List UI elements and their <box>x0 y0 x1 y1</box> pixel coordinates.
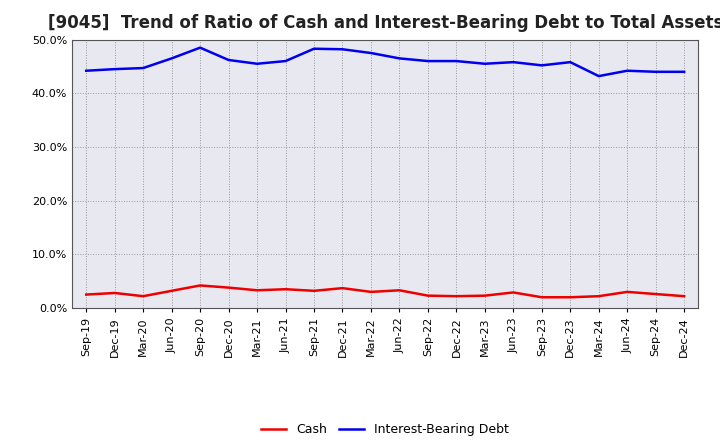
Interest-Bearing Debt <box>139 66 148 71</box>
Cash <box>652 291 660 297</box>
Interest-Bearing Debt <box>537 63 546 68</box>
Cash <box>452 293 461 299</box>
Interest-Bearing Debt <box>282 59 290 64</box>
Cash <box>167 288 176 293</box>
Interest-Bearing Debt <box>452 59 461 64</box>
Interest-Bearing Debt <box>366 50 375 55</box>
Cash <box>537 295 546 300</box>
Interest-Bearing Debt <box>509 59 518 65</box>
Cash <box>595 293 603 299</box>
Interest-Bearing Debt <box>680 69 688 74</box>
Legend: Cash, Interest-Bearing Debt: Cash, Interest-Bearing Debt <box>256 418 514 440</box>
Cash <box>623 289 631 294</box>
Interest-Bearing Debt <box>167 56 176 61</box>
Interest-Bearing Debt <box>196 45 204 50</box>
Interest-Bearing Debt <box>566 59 575 65</box>
Interest-Bearing Debt <box>652 69 660 74</box>
Cash <box>680 293 688 299</box>
Interest-Bearing Debt <box>253 61 261 66</box>
Cash <box>338 286 347 291</box>
Interest-Bearing Debt <box>225 57 233 62</box>
Cash <box>509 290 518 295</box>
Interest-Bearing Debt <box>480 61 489 66</box>
Cash <box>139 293 148 299</box>
Interest-Bearing Debt <box>338 47 347 52</box>
Cash <box>225 285 233 290</box>
Cash <box>395 288 404 293</box>
Cash <box>366 289 375 294</box>
Line: Interest-Bearing Debt: Interest-Bearing Debt <box>86 48 684 76</box>
Cash <box>196 283 204 288</box>
Interest-Bearing Debt <box>595 73 603 79</box>
Cash <box>566 295 575 300</box>
Cash <box>282 286 290 292</box>
Cash <box>253 288 261 293</box>
Interest-Bearing Debt <box>82 68 91 73</box>
Interest-Bearing Debt <box>110 66 119 72</box>
Interest-Bearing Debt <box>395 56 404 61</box>
Cash <box>110 290 119 296</box>
Line: Cash: Cash <box>86 286 684 297</box>
Title: [9045]  Trend of Ratio of Cash and Interest-Bearing Debt to Total Assets: [9045] Trend of Ratio of Cash and Intere… <box>48 15 720 33</box>
Cash <box>480 293 489 298</box>
Cash <box>82 292 91 297</box>
Interest-Bearing Debt <box>423 59 432 64</box>
Interest-Bearing Debt <box>623 68 631 73</box>
Cash <box>423 293 432 298</box>
Cash <box>310 288 318 293</box>
Interest-Bearing Debt <box>310 46 318 51</box>
